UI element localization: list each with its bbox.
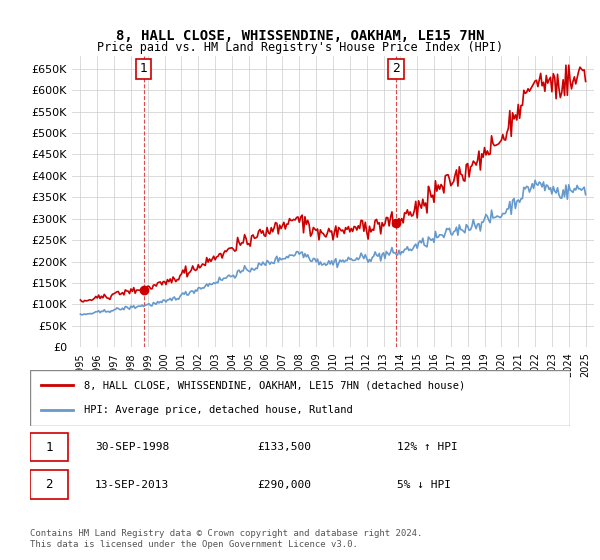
Text: 8, HALL CLOSE, WHISSENDINE, OAKHAM, LE15 7HN: 8, HALL CLOSE, WHISSENDINE, OAKHAM, LE15…: [116, 29, 484, 44]
Text: 2: 2: [392, 62, 400, 76]
Text: 13-SEP-2013: 13-SEP-2013: [95, 480, 169, 490]
Text: 1: 1: [45, 441, 53, 454]
Text: 5% ↓ HPI: 5% ↓ HPI: [397, 480, 451, 490]
Text: £290,000: £290,000: [257, 480, 311, 490]
FancyBboxPatch shape: [30, 470, 68, 499]
FancyBboxPatch shape: [30, 370, 570, 426]
Text: 1: 1: [140, 62, 148, 76]
FancyBboxPatch shape: [30, 433, 68, 461]
Text: 2: 2: [45, 478, 53, 491]
Text: Contains HM Land Registry data © Crown copyright and database right 2024.
This d: Contains HM Land Registry data © Crown c…: [30, 529, 422, 549]
Text: 8, HALL CLOSE, WHISSENDINE, OAKHAM, LE15 7HN (detached house): 8, HALL CLOSE, WHISSENDINE, OAKHAM, LE15…: [84, 380, 465, 390]
Text: 30-SEP-1998: 30-SEP-1998: [95, 442, 169, 452]
Text: Price paid vs. HM Land Registry's House Price Index (HPI): Price paid vs. HM Land Registry's House …: [97, 41, 503, 54]
Text: £133,500: £133,500: [257, 442, 311, 452]
Text: 12% ↑ HPI: 12% ↑ HPI: [397, 442, 458, 452]
Text: HPI: Average price, detached house, Rutland: HPI: Average price, detached house, Rutl…: [84, 405, 353, 415]
